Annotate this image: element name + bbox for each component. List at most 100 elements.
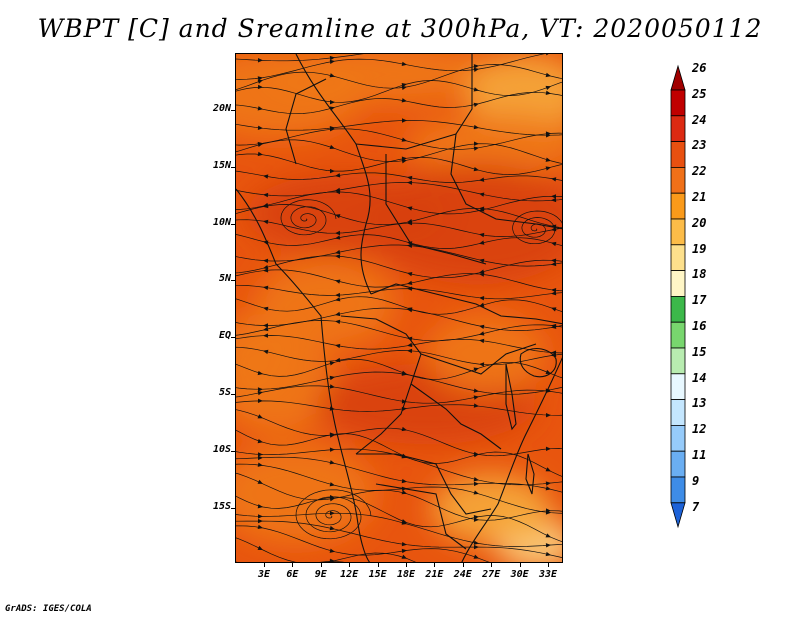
- flow-arrow: [551, 194, 557, 199]
- legend-swatch: [670, 115, 686, 142]
- flow-arrow: [545, 533, 551, 538]
- flow-arrow: [329, 361, 335, 366]
- legend-swatch: [670, 399, 686, 426]
- longitude-tick: [548, 563, 549, 567]
- flow-arrow: [473, 124, 479, 130]
- flow-arrow: [329, 55, 335, 61]
- legend-label: 26: [692, 61, 707, 75]
- streamline: [236, 320, 562, 342]
- longitude-label: 6E: [286, 569, 299, 580]
- flow-arrow: [263, 268, 269, 273]
- flow-arrow: [473, 64, 479, 69]
- legend-label: 23: [692, 138, 707, 153]
- longitude-label: 24E: [453, 569, 472, 580]
- streamline: [236, 525, 490, 562]
- latitude-tick: [231, 166, 235, 168]
- latitude-label: 5N: [218, 273, 231, 285]
- flow-arrow: [401, 118, 407, 123]
- flow-arrow: [329, 460, 335, 465]
- latitude-tick: [231, 337, 235, 339]
- streamline: [236, 296, 562, 315]
- country-borders: [236, 54, 562, 562]
- flow-arrow: [263, 219, 269, 225]
- flow-arrow: [473, 477, 479, 482]
- flow-arrow: [473, 67, 479, 73]
- streamline: [236, 429, 562, 477]
- flow-arrow: [551, 307, 557, 312]
- flow-arrow: [329, 558, 335, 562]
- flow-arrow: [407, 307, 413, 313]
- map-panel[interactable]: [235, 53, 563, 563]
- legend-label: 9: [692, 473, 700, 488]
- flow-arrow: [401, 541, 407, 547]
- streamline: [236, 472, 562, 521]
- legend-label: 12: [692, 422, 707, 437]
- flow-arrow: [335, 189, 341, 195]
- legend-label: 16: [692, 319, 707, 333]
- flow-arrow: [257, 438, 263, 444]
- flow-arrow: [479, 272, 485, 277]
- flow-arrow: [335, 279, 341, 284]
- flow-arrow: [479, 331, 485, 336]
- streamline: [236, 512, 562, 547]
- flow-arrow: [545, 369, 551, 374]
- border: [285, 78, 327, 165]
- flow-arrow: [401, 520, 407, 525]
- legend-swatch: [670, 450, 686, 478]
- flow-arrow: [335, 235, 341, 240]
- legend-label: 25: [692, 86, 707, 101]
- streamline: [236, 520, 562, 559]
- flow-arrow: [551, 227, 557, 232]
- flow-arrow: [401, 426, 407, 432]
- longitude-tick: [320, 563, 322, 567]
- latitude-label: 5S: [218, 387, 231, 398]
- flow-arrow: [545, 551, 551, 557]
- legend-label: 20: [692, 215, 707, 230]
- border: [355, 133, 457, 150]
- streamline: [236, 495, 562, 542]
- legend-label: 7: [692, 499, 700, 514]
- latitude-label: 10S: [212, 443, 231, 455]
- flow-arrow: [479, 258, 485, 264]
- flow-arrow: [329, 510, 335, 516]
- longitude-tick: [292, 563, 294, 567]
- legend-swatch: [670, 476, 686, 504]
- flow-arrow: [545, 90, 551, 95]
- latitude-label: 15N: [212, 159, 231, 171]
- flow-arrow: [257, 79, 263, 84]
- flow-arrow: [473, 403, 479, 408]
- streamline: [236, 269, 562, 292]
- flow-arrow: [473, 395, 479, 400]
- latitude-tick: [231, 394, 235, 395]
- streamline: [236, 91, 562, 115]
- streamline: [236, 456, 562, 493]
- flow-arrow: [479, 206, 485, 211]
- longitude-label: 9E: [314, 569, 327, 580]
- flow-arrow: [257, 504, 263, 509]
- streamline: [236, 346, 562, 366]
- flow-arrow: [407, 271, 413, 277]
- streamline: [236, 371, 562, 395]
- map-title: WBPT [C] and Sreamline at 300hPa, VT: 20…: [37, 14, 763, 43]
- flow-arrow: [335, 214, 341, 219]
- legend-min-arrow: [670, 502, 686, 529]
- flow-arrow: [257, 125, 263, 130]
- flow-arrow: [545, 467, 551, 472]
- streamline: [236, 335, 562, 354]
- flow-arrow: [257, 84, 263, 90]
- flow-arrow: [335, 173, 341, 178]
- flow-arrow: [257, 545, 263, 550]
- coastline: [236, 188, 371, 562]
- flow-arrow: [257, 58, 263, 63]
- longitude-tick: [377, 563, 379, 567]
- flow-arrow: [401, 399, 407, 404]
- flow-arrow: [479, 324, 485, 330]
- flow-arrow: [257, 142, 263, 148]
- flow-arrow: [551, 288, 557, 293]
- flow-arrow: [545, 72, 551, 78]
- flow-arrow: [335, 230, 341, 236]
- latitude-label: 15S: [212, 500, 231, 512]
- border: [420, 343, 537, 375]
- flow-arrow: [407, 180, 413, 185]
- flow-arrow: [329, 168, 335, 174]
